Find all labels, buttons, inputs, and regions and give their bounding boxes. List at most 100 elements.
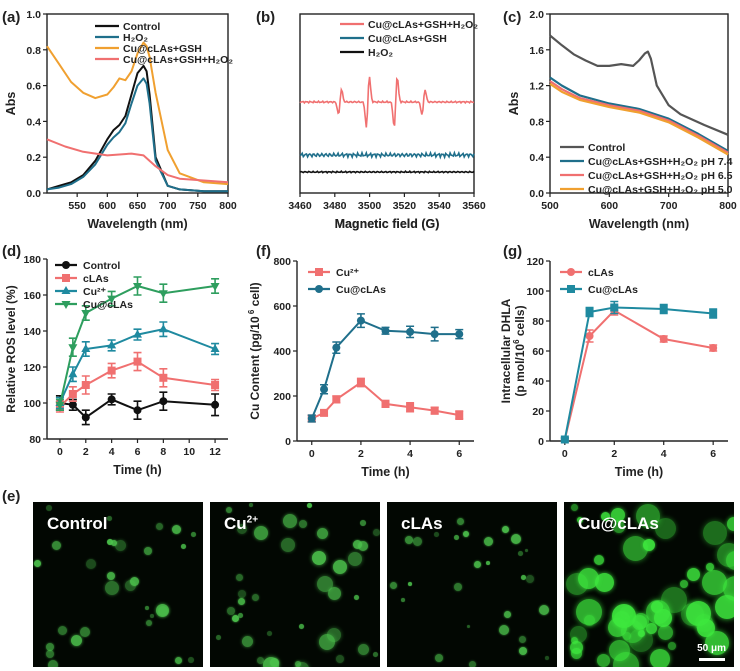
cell-spot <box>150 614 154 618</box>
cell-spot <box>188 657 194 663</box>
cell-spot <box>328 587 341 600</box>
y-tick-label: 80 <box>29 434 41 446</box>
y-tick-label: 160 <box>23 290 41 302</box>
cell-spot <box>687 568 700 581</box>
data-point <box>55 401 65 410</box>
cell-spot <box>373 529 380 536</box>
x-tick-label: 2 <box>358 448 364 460</box>
epr-signal-line <box>299 76 475 128</box>
cell-spot <box>655 518 676 539</box>
x-tick-label: 4 <box>109 446 115 458</box>
cell-spot <box>595 573 614 592</box>
x-tick-label: 600 <box>601 200 619 212</box>
data-point <box>320 408 329 417</box>
data-point <box>68 400 77 409</box>
x-tick-label: 500 <box>541 200 559 212</box>
cell-spot <box>638 630 645 637</box>
legend-marker <box>62 261 70 269</box>
cell-spot <box>115 540 126 551</box>
spectrum-line <box>46 41 229 186</box>
cell-spot <box>46 650 54 658</box>
cell-spot <box>238 590 246 598</box>
plot-frame <box>549 13 729 194</box>
y-tick-label: 2.0 <box>529 9 544 21</box>
legend-marker <box>61 286 71 294</box>
legend-marker <box>315 268 323 276</box>
x-tick-label: 6 <box>710 448 716 460</box>
cell-spot <box>46 643 54 651</box>
cell-spot <box>661 587 687 613</box>
x-tick-label: 0 <box>562 448 568 460</box>
x-tick-label: 0 <box>309 448 315 460</box>
panel-label-e: (e) <box>2 488 21 505</box>
cell-spot <box>636 504 660 528</box>
y-axis-label: (p mol/106 cells) <box>512 305 527 396</box>
cell-spot <box>336 655 344 663</box>
data-point <box>659 335 668 343</box>
data-point <box>356 378 365 387</box>
cell-spot <box>614 611 630 627</box>
x-axis-label: Magnetic field (G) <box>335 217 440 231</box>
data-point <box>159 397 168 406</box>
spectrum-line <box>549 80 729 154</box>
x-tick-label: 3520 <box>393 200 417 212</box>
cell-spot <box>715 595 734 619</box>
micrograph-control: Control <box>33 502 203 667</box>
cell-spot <box>34 560 41 567</box>
cell-spot <box>545 656 549 660</box>
x-tick-label: 4 <box>661 448 667 460</box>
cell-spot <box>181 544 186 549</box>
cell-spot <box>706 563 714 571</box>
cell-spot <box>435 654 443 662</box>
cell-spot <box>413 537 422 546</box>
x-tick-label: 700 <box>159 200 177 212</box>
data-point <box>381 326 390 335</box>
data-point <box>332 395 341 404</box>
cell-spot <box>299 624 304 629</box>
x-axis-label: Time (h) <box>615 465 663 479</box>
data-point <box>81 381 90 389</box>
cell-spot <box>467 625 470 628</box>
cell-spot <box>484 537 493 546</box>
cell-spot <box>576 599 602 625</box>
cell-spot <box>681 603 704 626</box>
data-point <box>81 310 91 318</box>
cell-spot <box>511 534 521 544</box>
legend-marker <box>567 268 575 276</box>
x-axis-label: Time (h) <box>361 465 409 479</box>
cell-spot <box>723 576 734 601</box>
x-tick-label: 6 <box>456 448 462 460</box>
x-tick-label: 3460 <box>288 200 312 212</box>
legend-marker <box>61 301 71 309</box>
cell-spot <box>358 541 368 551</box>
cell-spot <box>658 625 673 640</box>
data-point <box>455 411 464 420</box>
cell-spot <box>457 518 464 525</box>
cell-spot <box>156 604 169 617</box>
cell-spot <box>651 601 663 613</box>
data-point <box>356 316 365 325</box>
cell-spot <box>390 582 397 589</box>
cell-spot <box>299 520 307 528</box>
data-point <box>659 305 668 313</box>
legend-label: H₂O₂ <box>123 32 148 44</box>
cell-spot <box>680 580 688 588</box>
cell-spot <box>46 505 52 511</box>
data-point <box>332 343 341 352</box>
micrograph-label-clas: cLAs <box>401 514 443 533</box>
cell-spot <box>281 538 295 552</box>
cell-spot <box>252 594 259 601</box>
legend-label: Cu@cLAs <box>83 299 133 311</box>
data-point <box>68 390 77 398</box>
cell-spot <box>226 507 232 513</box>
cell-spot <box>238 598 245 605</box>
cell-spot <box>354 595 359 600</box>
legend-label: Cu²⁺ <box>336 267 359 279</box>
cell-spot <box>71 635 82 646</box>
y-tick-label: 120 <box>526 256 544 268</box>
legend-marker <box>315 285 323 293</box>
cell-spot <box>216 635 221 640</box>
cell-spot <box>105 581 119 595</box>
data-point <box>320 385 329 394</box>
cell-spot <box>52 541 61 550</box>
